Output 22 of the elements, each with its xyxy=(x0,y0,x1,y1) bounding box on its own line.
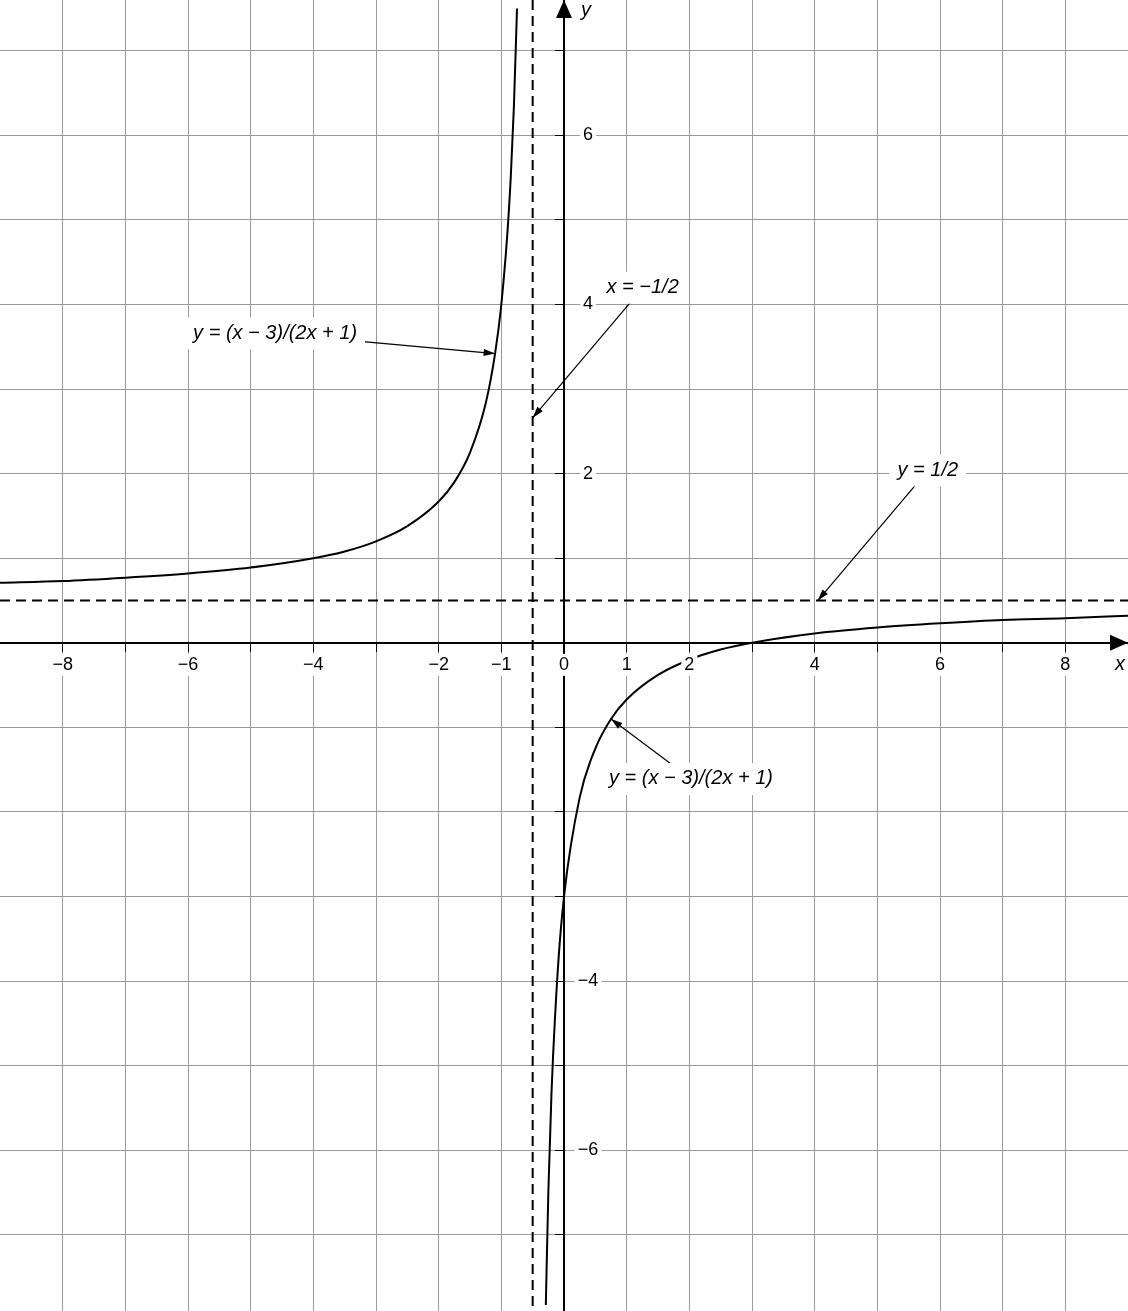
annotation: y = (x − 3)/(2x + 1) xyxy=(191,321,358,344)
x-tick-label: 0 xyxy=(558,653,570,674)
y-tick-label: 2 xyxy=(582,462,594,483)
y-tick-label: 4 xyxy=(582,293,594,314)
x-tick-label: −8 xyxy=(52,653,73,674)
annotation: y = (x − 3)/(2x + 1) xyxy=(607,766,773,789)
x-tick-label: −4 xyxy=(303,653,324,674)
x-tick-label: −2 xyxy=(428,653,449,674)
x-tick-label: 4 xyxy=(809,653,820,674)
x-tick-label: 2 xyxy=(684,653,695,674)
y-axis-title: y xyxy=(579,0,592,20)
ref-line-label: y = 1/2 xyxy=(895,458,959,481)
ref-line-label: x = −1/2 xyxy=(605,275,679,298)
x-tick-label: −6 xyxy=(177,653,199,674)
x-tick-label: −1 xyxy=(491,653,512,674)
y-tick-label: −6 xyxy=(577,1139,599,1160)
y-tick-label: −4 xyxy=(577,970,599,991)
x-tick-label: 8 xyxy=(1060,653,1071,674)
x-tick-label: 6 xyxy=(934,653,946,674)
x-axis-title: x xyxy=(1114,652,1126,675)
y-tick-label: 6 xyxy=(582,124,594,145)
x-tick-label: 1 xyxy=(621,653,632,674)
